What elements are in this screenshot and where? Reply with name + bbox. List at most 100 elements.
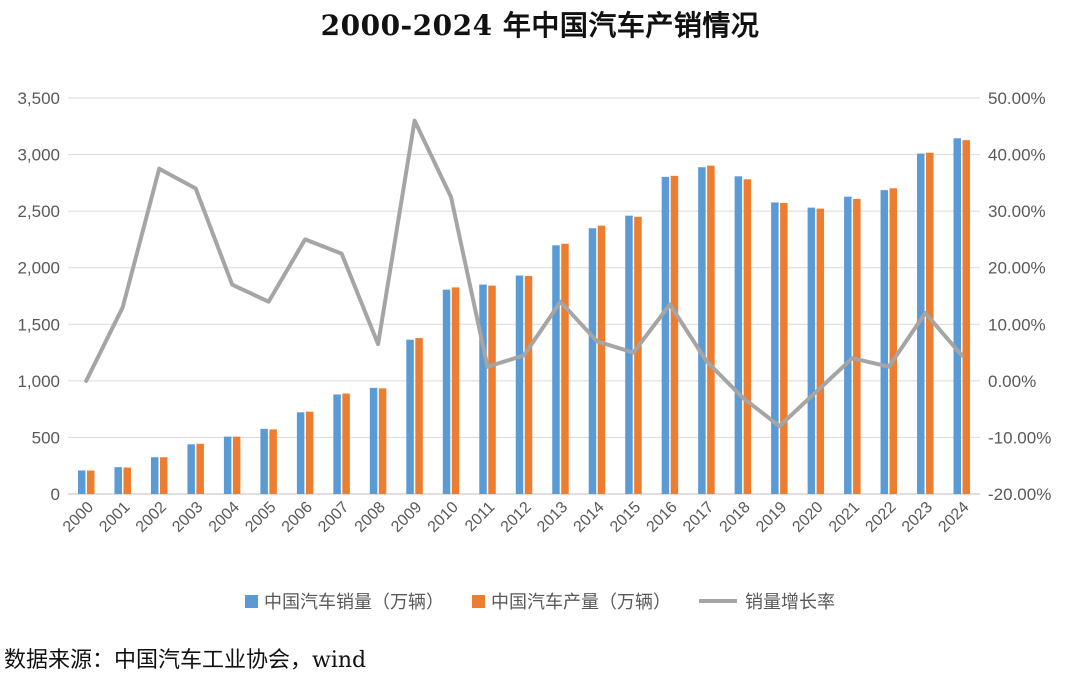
bar-production <box>378 388 387 494</box>
legend-item-sales: 中国汽车销量（万辆） <box>245 588 444 614</box>
y-right-tick-label: 40.00% <box>988 146 1046 165</box>
bar-production <box>926 152 934 494</box>
bar-production <box>780 202 788 494</box>
y-left-tick-label: 0 <box>51 485 60 504</box>
bar-production <box>670 175 679 494</box>
legend-item-production: 中国汽车产量（万辆） <box>472 588 671 614</box>
y-left-tick-label: 500 <box>32 428 60 447</box>
bar-sales <box>442 289 451 494</box>
x-tick-label: 2005 <box>242 499 279 536</box>
y-axis-left: 0 500 1,000 1,500 2,000 2,500 3,000 3,500 <box>17 89 60 504</box>
bar-sales <box>77 470 86 494</box>
x-tick-label: 2001 <box>96 499 133 536</box>
x-tick-label: 2018 <box>717 499 754 536</box>
x-tick-label: 2022 <box>862 499 899 536</box>
legend-item-growth: 销量增长率 <box>699 588 835 614</box>
bar-sales <box>406 339 414 494</box>
bar-sales <box>223 436 232 494</box>
x-tick-label: 2016 <box>644 499 681 536</box>
bar-production <box>524 275 533 494</box>
growth-line <box>84 118 964 429</box>
x-tick-label: 2021 <box>826 499 863 536</box>
y-right-tick-label: 10.00% <box>988 315 1046 334</box>
y-right-tick-label: -20.00% <box>988 485 1051 504</box>
x-tick-label: 2006 <box>279 499 316 536</box>
y-left-tick-label: 3,500 <box>17 89 60 108</box>
bar-sales <box>114 467 122 494</box>
bar-sales <box>369 387 378 494</box>
x-tick-label: 2019 <box>753 499 790 536</box>
x-tick-label: 2017 <box>680 499 717 536</box>
gridlines <box>68 97 980 495</box>
x-tick-label: 2014 <box>571 499 608 536</box>
x-tick-label: 2024 <box>935 499 972 536</box>
bar-production <box>451 287 460 494</box>
bar-production <box>707 165 715 494</box>
x-tick-label: 2011 <box>462 499 498 535</box>
bar-sales <box>844 196 852 494</box>
legend-label-production: 中国汽车产量（万辆） <box>491 592 671 613</box>
legend-label-growth: 销量增长率 <box>745 592 835 613</box>
x-tick-label: 2004 <box>206 499 243 536</box>
bar-production <box>816 208 825 494</box>
y-right-tick-label: 30.00% <box>988 202 1046 221</box>
bar-sales <box>734 176 743 494</box>
y-axis-right: -20.00% -10.00% 0.00% 10.00% 20.00% 30.00% 40.… <box>988 89 1051 504</box>
bar-sales <box>917 153 925 494</box>
x-tick-label: 2002 <box>133 499 170 536</box>
y-left-tick-label: 2,000 <box>17 259 60 278</box>
bar-production <box>743 179 752 494</box>
data-source-note: 数据来源：中国汽车工业协会，wind <box>4 648 367 673</box>
x-tick-label: 2023 <box>899 499 936 536</box>
bar-sales <box>588 228 597 495</box>
x-tick-label: 2013 <box>534 499 571 536</box>
x-tick-label: 2003 <box>169 499 206 536</box>
bar-production <box>488 285 496 494</box>
bar-sales <box>661 176 670 494</box>
y-left-tick-label: 2,500 <box>17 202 60 221</box>
legend-swatch-sales <box>245 594 258 608</box>
bar-sales <box>771 202 779 495</box>
x-axis: 2000 2001 2002 2003 2004 2005 2006 2007 2008 2009… <box>60 499 973 536</box>
bar-sales <box>953 138 962 494</box>
bar-production <box>597 225 606 495</box>
bar-sales <box>150 457 159 494</box>
bar-production <box>159 457 168 494</box>
bar-sales <box>880 190 889 495</box>
bar-production <box>634 216 642 495</box>
bar-production <box>342 393 350 494</box>
legend: 中国汽车销量（万辆） 中国汽车产量（万辆） 销量增长率 <box>0 588 1080 614</box>
x-tick-label: 2015 <box>607 499 644 536</box>
bar-sales <box>296 412 305 494</box>
bar-production <box>123 467 131 494</box>
x-tick-label: 2008 <box>352 499 389 536</box>
legend-swatch-production <box>472 594 485 608</box>
bar-production <box>561 243 569 494</box>
y-right-tick-label: 50.00% <box>988 89 1046 108</box>
bar-production <box>305 411 314 494</box>
y-right-tick-label: 20.00% <box>988 259 1046 278</box>
bar-production <box>962 140 971 494</box>
bar-sales <box>187 444 195 494</box>
x-tick-label: 2000 <box>60 499 97 536</box>
bar-sales <box>479 284 487 494</box>
bar-production <box>415 337 423 494</box>
x-tick-label: 2010 <box>425 499 462 536</box>
bar-sales <box>807 207 816 494</box>
y-right-tick-label: -10.00% <box>988 428 1051 447</box>
bar-sales <box>625 215 633 494</box>
bar-production <box>196 443 204 494</box>
bar-sales <box>515 275 524 494</box>
y-left-tick-label: 1,000 <box>17 372 60 391</box>
x-tick-label: 2020 <box>789 499 826 536</box>
bar-sales <box>260 428 268 494</box>
legend-label-sales: 中国汽车销量（万辆） <box>264 592 444 613</box>
bar-production <box>86 470 95 494</box>
bar-sales <box>698 167 706 495</box>
y-left-tick-label: 3,000 <box>17 146 60 165</box>
bar-production <box>269 429 277 494</box>
bars <box>77 138 971 495</box>
chart-plot: 0 500 1,000 1,500 2,000 2,500 3,000 3,500 -20.0… <box>17 89 1051 536</box>
y-left-tick-label: 1,500 <box>17 315 60 334</box>
x-tick-label: 2009 <box>388 499 425 536</box>
